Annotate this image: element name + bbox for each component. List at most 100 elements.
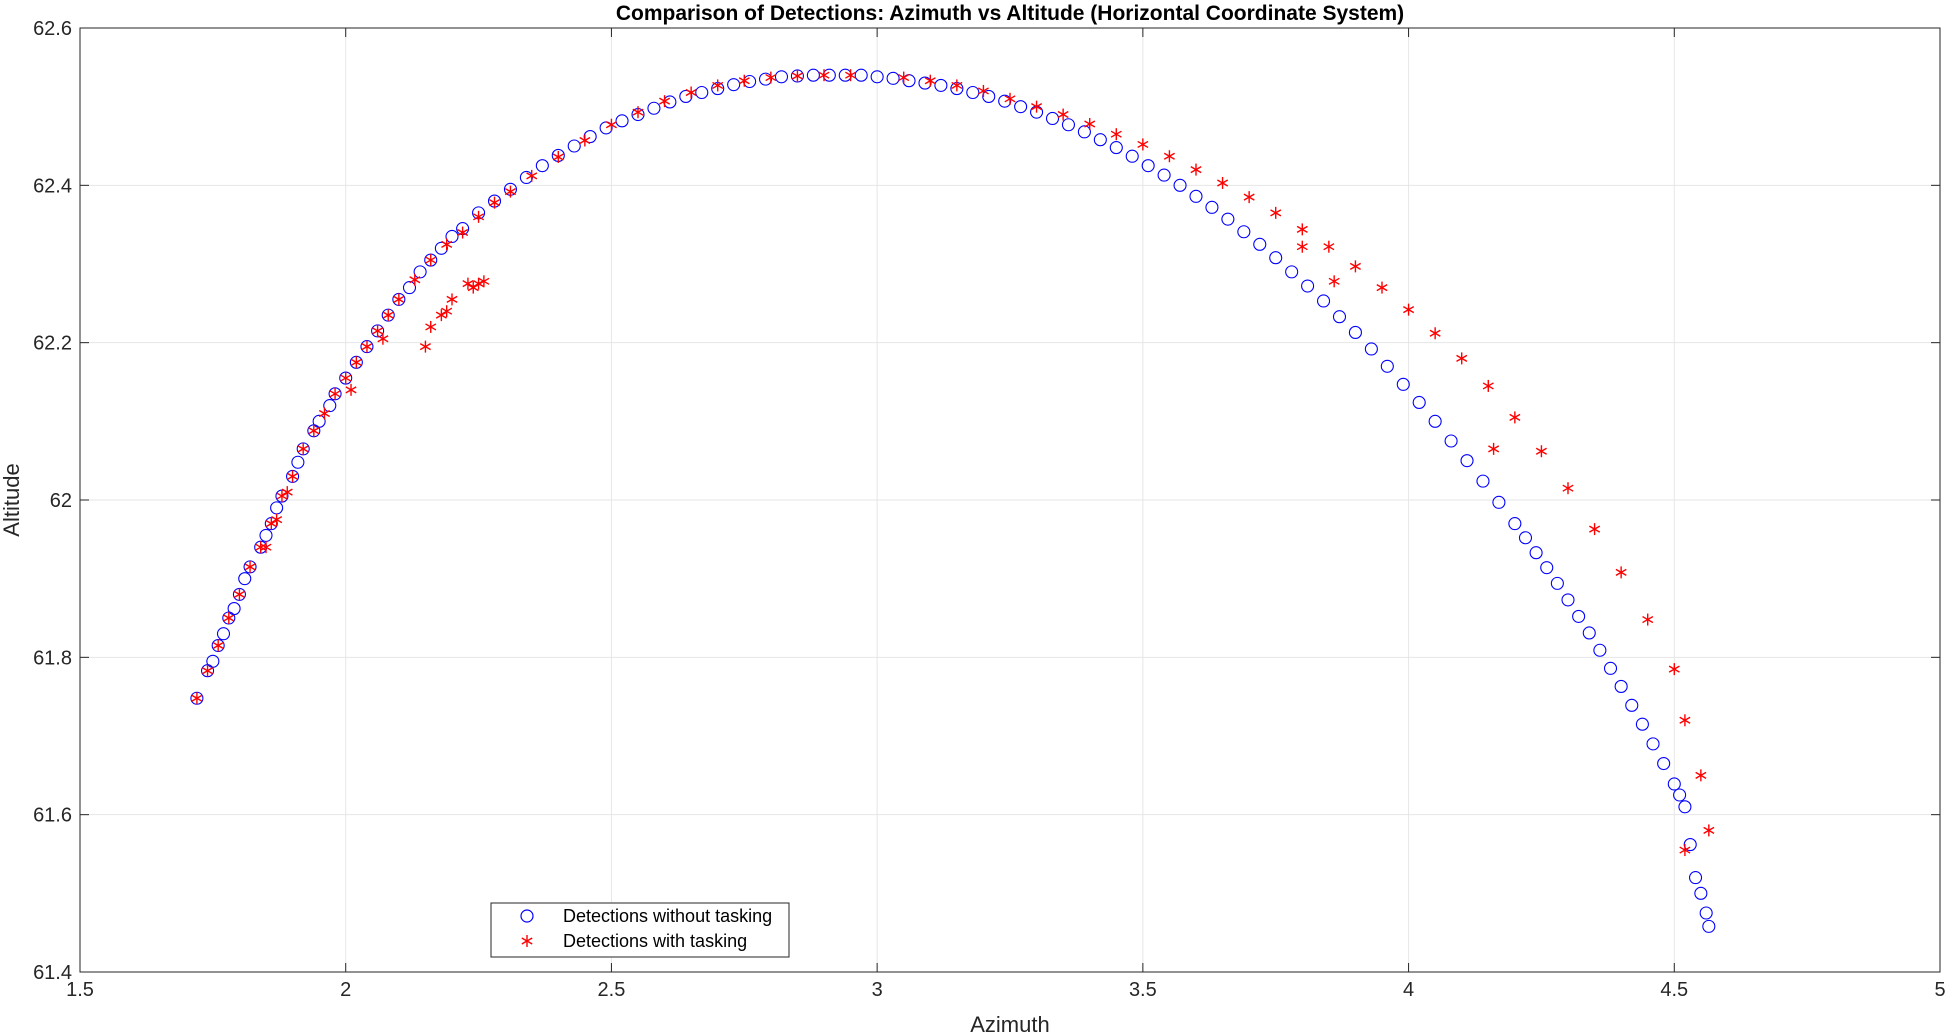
point-with-tasking — [287, 470, 299, 483]
point-with-tasking — [924, 74, 936, 87]
point-with-tasking — [409, 273, 421, 286]
point-without-tasking — [238, 572, 252, 586]
point-without-tasking — [1603, 661, 1618, 675]
point-without-tasking — [1173, 178, 1187, 192]
point-with-tasking — [1190, 163, 1202, 176]
point-without-tasking — [1045, 111, 1060, 126]
point-with-tasking — [1137, 138, 1149, 151]
point-with-tasking — [1031, 100, 1043, 113]
legend-marker-without-tasking — [520, 909, 534, 923]
point-without-tasking — [402, 281, 417, 295]
point-with-tasking — [1270, 206, 1282, 219]
point-without-tasking — [647, 101, 661, 115]
point-with-tasking — [372, 324, 384, 337]
point-with-tasking — [1535, 445, 1547, 458]
point-with-tasking — [457, 226, 469, 239]
point-with-tasking — [1217, 176, 1229, 189]
point-with-tasking — [738, 74, 750, 87]
point-with-tasking — [425, 320, 437, 333]
chart-title: Comparison of Detections: Azimuth vs Alt… — [616, 2, 1404, 25]
point-with-tasking — [1296, 223, 1308, 236]
point-without-tasking — [1237, 225, 1251, 239]
point-with-tasking — [1562, 482, 1574, 495]
point-without-tasking — [695, 85, 709, 100]
point-with-tasking — [276, 490, 288, 503]
y-tick-label: 62 — [50, 490, 72, 512]
point-with-tasking — [425, 254, 437, 267]
point-without-tasking — [1093, 133, 1107, 147]
point-with-tasking — [271, 513, 283, 526]
legend: Detections without tasking Detections wi… — [490, 902, 790, 958]
point-with-tasking — [340, 372, 352, 385]
point-with-tasking — [1456, 352, 1468, 365]
point-with-tasking — [297, 442, 309, 455]
point-with-tasking — [345, 383, 357, 396]
point-with-tasking — [441, 238, 453, 251]
point-without-tasking — [1396, 377, 1410, 391]
point-without-tasking — [1364, 342, 1378, 356]
point-with-tasking — [1703, 824, 1715, 837]
point-with-tasking — [441, 305, 453, 318]
point-without-tasking — [1572, 609, 1586, 623]
point-with-tasking — [382, 309, 394, 322]
point-with-tasking — [552, 151, 564, 164]
axes — [79, 27, 1941, 973]
point-without-tasking — [270, 501, 284, 515]
point-without-tasking — [1593, 643, 1607, 657]
point-without-tasking — [1508, 517, 1522, 531]
point-without-tasking — [1348, 325, 1362, 339]
point-with-tasking — [1163, 150, 1175, 163]
x-tick-label: 5 — [1934, 979, 1945, 1001]
point-with-tasking — [350, 356, 362, 369]
point-without-tasking — [1667, 777, 1681, 791]
point-without-tasking — [806, 68, 820, 82]
point-with-tasking — [1296, 240, 1308, 253]
point-without-tasking — [1460, 454, 1474, 468]
point-without-tasking — [854, 68, 868, 82]
point-with-tasking — [308, 424, 320, 437]
point-without-tasking — [1492, 495, 1506, 509]
point-without-tasking — [1141, 159, 1155, 173]
legend-label-without-tasking: Detections without tasking — [563, 906, 772, 926]
point-without-tasking — [870, 70, 884, 84]
legend-asterisk-glyph — [521, 935, 533, 947]
point-without-tasking — [1125, 149, 1139, 163]
point-with-tasking — [845, 69, 857, 82]
point-with-tasking — [685, 86, 697, 99]
point-without-tasking — [727, 78, 741, 92]
point-without-tasking — [1561, 593, 1575, 607]
point-with-tasking — [473, 210, 485, 223]
point-without-tasking — [886, 71, 900, 85]
point-without-tasking — [966, 85, 980, 100]
point-with-tasking — [1084, 117, 1096, 130]
point-without-tasking — [445, 229, 459, 244]
point-with-tasking — [659, 95, 671, 108]
point-with-tasking — [1509, 411, 1521, 424]
point-with-tasking — [605, 118, 617, 131]
x-tick-label: 3.5 — [1129, 979, 1157, 1001]
point-with-tasking — [1323, 240, 1335, 253]
point-without-tasking — [1657, 756, 1671, 771]
point-without-tasking — [1688, 871, 1703, 885]
point-with-tasking — [1243, 191, 1255, 204]
point-without-tasking — [1428, 414, 1442, 428]
point-without-tasking — [1673, 788, 1687, 802]
point-with-tasking — [712, 79, 724, 92]
point-with-tasking — [1679, 844, 1691, 857]
point-without-tasking — [1625, 698, 1639, 712]
point-without-tasking — [1699, 906, 1713, 920]
point-with-tasking — [898, 71, 910, 84]
point-with-tasking — [329, 387, 341, 400]
legend-marker-with-tasking — [521, 935, 533, 947]
point-with-tasking — [361, 340, 373, 353]
point-with-tasking — [260, 541, 272, 554]
point-without-tasking — [1529, 546, 1543, 560]
point-with-tasking — [318, 407, 331, 420]
plot-area — [190, 68, 1716, 933]
point-without-tasking — [1285, 265, 1299, 279]
point-with-tasking — [1488, 442, 1500, 455]
point-with-tasking — [1403, 303, 1415, 316]
point-with-tasking — [1328, 275, 1340, 288]
legend-label-with-tasking: Detections with tasking — [563, 931, 747, 951]
point-with-tasking — [419, 340, 431, 353]
